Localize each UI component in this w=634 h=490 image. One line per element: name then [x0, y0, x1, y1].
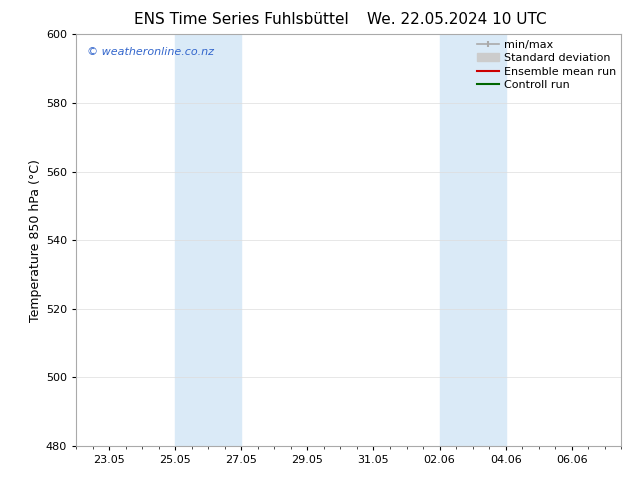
Bar [439, 34, 506, 446]
Text: ENS Time Series Fuhlsbüttel: ENS Time Series Fuhlsbüttel [134, 12, 348, 27]
Text: We. 22.05.2024 10 UTC: We. 22.05.2024 10 UTC [366, 12, 547, 27]
Text: © weatheronline.co.nz: © weatheronline.co.nz [87, 47, 214, 57]
Bar [175, 34, 242, 446]
Y-axis label: Temperature 850 hPa (°C): Temperature 850 hPa (°C) [29, 159, 42, 321]
Legend: min/max, Standard deviation, Ensemble mean run, Controll run: min/max, Standard deviation, Ensemble me… [475, 38, 618, 92]
